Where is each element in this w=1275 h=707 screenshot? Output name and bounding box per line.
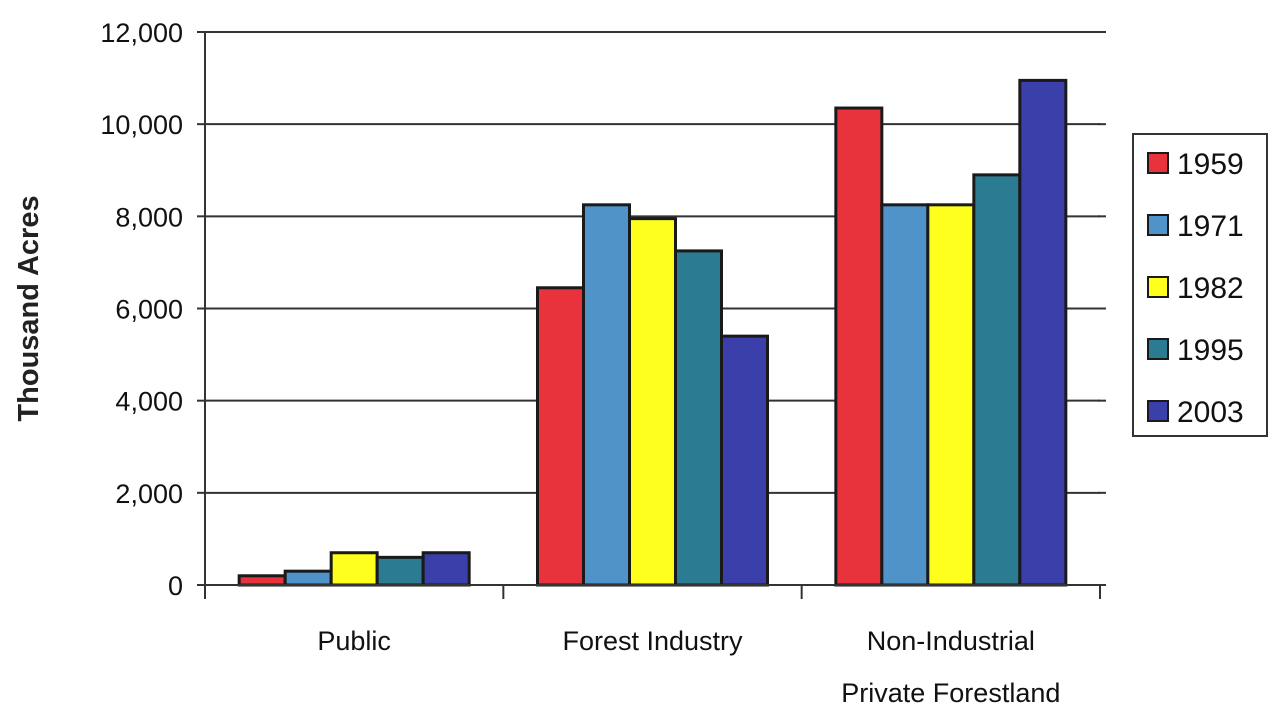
- legend-swatch: [1147, 400, 1169, 422]
- bar: [880, 203, 930, 587]
- bar: [834, 106, 884, 587]
- bar: [237, 574, 287, 587]
- legend-label: 1982: [1177, 272, 1244, 305]
- x-category-labels: Public Forest Industry Non-Industrial Priva…: [317, 626, 1060, 707]
- bar: [926, 203, 976, 587]
- right-tick-marks: [1098, 31, 1106, 586]
- bar: [375, 555, 425, 587]
- y-tick-label: 2,000: [115, 479, 183, 509]
- y-tick-label: 0: [168, 571, 183, 601]
- y-axis-title: Thousand Acres: [13, 195, 45, 421]
- bar: [536, 286, 585, 587]
- legend-label: 2003: [1177, 396, 1244, 429]
- bar: [582, 203, 631, 587]
- y-tick-label: 6,000: [115, 295, 183, 325]
- y-tick-label: 10,000: [100, 110, 183, 140]
- bar: [1018, 78, 1068, 587]
- bar: [329, 551, 379, 587]
- x-category-label: Private Forestland: [841, 678, 1060, 707]
- x-category-label: Non-Industrial: [867, 626, 1035, 656]
- legend-swatch: [1147, 214, 1169, 236]
- x-category-label: Forest Industry: [562, 626, 743, 656]
- bar: [674, 249, 723, 587]
- legend-label: 1959: [1177, 148, 1244, 181]
- bar: [972, 173, 1022, 587]
- bars: [237, 78, 1068, 587]
- y-tick-label: 8,000: [115, 202, 183, 232]
- y-tick-labels: 0 2,000 4,000 6,000 8,000 10,000 12,000: [100, 18, 205, 601]
- bar: [628, 217, 677, 587]
- legend-label: 1995: [1177, 334, 1244, 367]
- y-tick-label: 12,000: [100, 18, 183, 48]
- legend-swatch: [1147, 276, 1169, 298]
- y-tick-label: 4,000: [115, 387, 183, 417]
- legend-swatch: [1147, 152, 1169, 174]
- bar: [283, 569, 333, 587]
- bar: [421, 551, 471, 587]
- legend-swatch: [1147, 338, 1169, 360]
- x-category-label: Public: [317, 626, 391, 656]
- legend-label: 1971: [1177, 210, 1244, 243]
- bar: [720, 334, 769, 587]
- legend: 1959 1971 1982 1995 2003: [1132, 133, 1268, 437]
